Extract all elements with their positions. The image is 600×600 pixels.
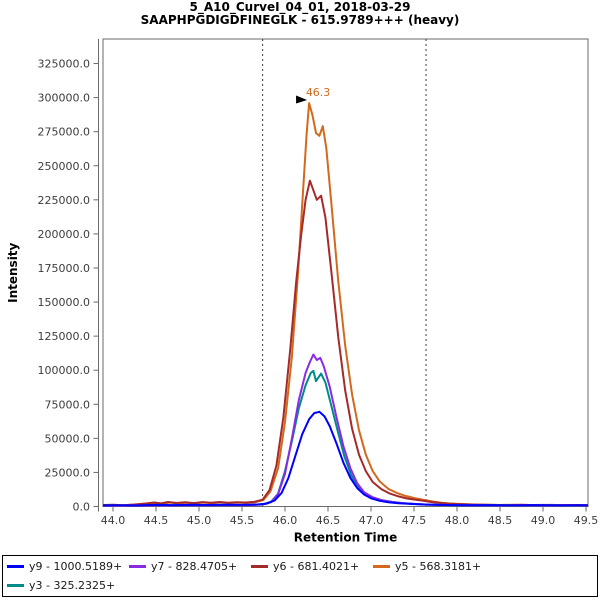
legend-swatch-y7 (129, 565, 146, 568)
y-axis-tick-label: 325000.0 (38, 58, 91, 71)
x-axis-tick-label: 49.5 (574, 514, 599, 527)
y-axis-title: Intensity (6, 242, 20, 302)
peak-rt-annotation: 46.3 (306, 86, 331, 99)
y-axis-tick-label: 150000.0 (38, 296, 91, 309)
x-axis-tick-label: 44.0 (101, 514, 126, 527)
y-axis-tick-label: 225000.0 (38, 194, 91, 207)
legend-label-y3: y3 - 325.2325+ (29, 579, 116, 592)
peak-apex-arrow-icon (296, 95, 308, 104)
legend-label-y6: y6 - 681.4021+ (273, 560, 360, 573)
y-axis-tick-label: 100000.0 (38, 364, 91, 377)
plot-area[interactable] (102, 38, 589, 507)
y-axis-tick-label: 275000.0 (38, 126, 91, 139)
y-axis-tick-label: 125000.0 (38, 330, 91, 343)
legend-label-y5: y5 - 568.3181+ (395, 560, 482, 573)
legend-item-y7: y7 - 828.4705+ (129, 557, 251, 576)
x-axis-tick-label: 45.5 (230, 514, 255, 527)
y-axis-tick-label: 175000.0 (38, 262, 91, 275)
y-axis-tick-label: 200000.0 (38, 228, 91, 241)
y-axis-tick-label: 50000.0 (45, 432, 91, 445)
y-axis-tick-label: 300000.0 (38, 92, 91, 105)
trace-group (103, 102, 588, 507)
y-axis-tick-label: 0.0 (73, 501, 91, 514)
x-axis-title: Retention Time (294, 531, 398, 545)
trace-y6 (103, 179, 588, 507)
legend-item-y3: y3 - 325.2325+ (7, 576, 129, 595)
x-axis-tick-label: 46.0 (273, 514, 298, 527)
legend-item-y9: y9 - 1000.5189+ (7, 557, 129, 576)
y-axis-tick-label: 250000.0 (38, 160, 91, 173)
x-axis-tick-label: 47.0 (359, 514, 384, 527)
legend-swatch-y5 (373, 565, 390, 568)
legend-label-y7: y7 - 828.4705+ (151, 560, 238, 573)
x-axis-tick-label: 44.5 (144, 514, 169, 527)
y-axis-tick-label: 25000.0 (45, 466, 91, 479)
legend: y9 - 1000.5189+ y7 - 828.4705+ y6 - 681.40… (2, 555, 598, 597)
x-axis-tick-label: 45.0 (187, 514, 212, 527)
x-axis-tick-label: 49.0 (531, 514, 556, 527)
legend-swatch-y6 (251, 565, 268, 568)
x-axis-tick-label: 46.5 (316, 514, 341, 527)
trace-y9 (103, 410, 588, 507)
legend-item-y6: y6 - 681.4021+ (251, 557, 373, 576)
x-axis-tick-label: 47.5 (402, 514, 427, 527)
legend-swatch-y3 (7, 584, 24, 587)
legend-item-y5: y5 - 568.3181+ (373, 557, 495, 576)
chart-title-peptide: SAAPHPGDIGDFINEGLK - 615.9789+++ (heavy) (140, 13, 460, 27)
legend-label-y9: y9 - 1000.5189+ (29, 560, 123, 573)
legend-swatch-y9 (7, 565, 24, 568)
x-axis-tick-label: 48.5 (488, 514, 513, 527)
chart-title-replicate: 5_A10_CurveI_04_01, 2018-03-29 (189, 0, 411, 14)
x-axis-tick-label: 48.0 (445, 514, 470, 527)
y-axis-tick-label: 75000.0 (45, 398, 91, 411)
